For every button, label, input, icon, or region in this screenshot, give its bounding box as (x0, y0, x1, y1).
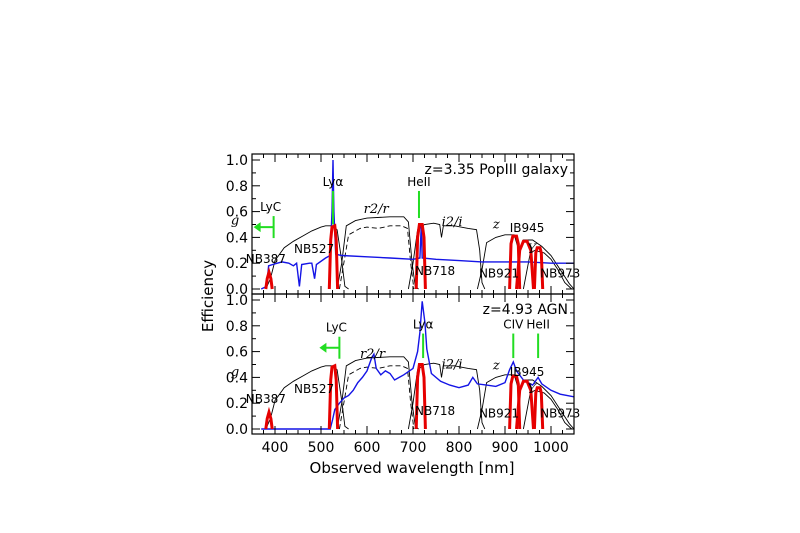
panel-title: z=4.93 AGN (483, 302, 568, 318)
filter-curve-r (336, 216, 419, 290)
y-tick-label: 1.0 (226, 153, 248, 169)
annotation-nb973: NB973 (540, 406, 580, 420)
plot-area (261, 301, 574, 430)
x-tick-label: 800 (446, 440, 473, 456)
line-label-0: Lyα (323, 175, 344, 189)
y-tick-label: 0.2 (226, 396, 248, 412)
line-label-1: HeII (526, 318, 549, 332)
x-tick-label: 500 (308, 440, 335, 456)
annotation-nb527: NB527 (294, 382, 334, 396)
x-tick-label: 700 (400, 440, 427, 456)
line-label-2: Lyα (413, 318, 434, 332)
y-tick-label: 0.4 (226, 370, 248, 386)
narrowband-curve-nb718 (414, 363, 427, 430)
filter-curve-g (265, 365, 349, 430)
line-label-1: HeII (407, 175, 430, 189)
panel-title: z=3.35 PopIII galaxy (425, 162, 568, 178)
narrowband-curve-ib945 (515, 379, 535, 430)
filter-curve-r (336, 356, 419, 430)
annotation-nb718: NB718 (415, 264, 455, 278)
y-axis-label: Efficiency (199, 260, 217, 332)
x-tick-label: 400 (262, 440, 289, 456)
narrowband-curve-nb718 (414, 223, 427, 290)
annotation-g: g (231, 214, 239, 229)
annotation-nb921: NB921 (479, 406, 519, 420)
lyc-arrow-head (253, 222, 261, 233)
annotation-r2r: r2/r (364, 202, 390, 217)
y-tick-label: 0.8 (226, 179, 248, 195)
lyc-label: LyC (260, 200, 281, 214)
narrowband-curve-nb973 (532, 386, 545, 430)
spectrum-line (261, 301, 574, 430)
filter-curve-z (476, 374, 574, 430)
y-tick-label: 0.0 (226, 422, 248, 438)
y-tick-label: 0.4 (226, 230, 248, 246)
lyc-label: LyC (326, 321, 347, 335)
y-tick-label: 0.0 (226, 282, 248, 298)
narrowband-curve-nb973 (532, 246, 545, 290)
x-tick-label: 900 (492, 440, 519, 456)
y-tick-label: 0.2 (226, 256, 248, 272)
annotation-z: z (492, 359, 500, 374)
narrowband-curve-ib945 (515, 239, 535, 290)
annotation-nb921: NB921 (479, 266, 519, 280)
narrowband-curve-nb527 (327, 363, 340, 430)
annotation-nb718: NB718 (415, 404, 455, 418)
narrowband-curve-nb387 (264, 406, 274, 430)
x-axis-label: Observed wavelength [nm] (310, 459, 515, 477)
x-tick-label: 600 (354, 440, 381, 456)
y-tick-label: 1.0 (226, 293, 248, 309)
annotation-ib945: IB945 (510, 365, 545, 379)
filter-curve-i (407, 362, 486, 430)
narrowband-curve-nb387 (264, 266, 274, 290)
narrowband-curve-nb527 (327, 223, 340, 290)
annotation-i2i: i2/i (442, 357, 463, 372)
x-tick-label: 1000 (533, 440, 569, 456)
annotation-y: Y (527, 382, 537, 397)
annotation-i2i: i2/i (442, 215, 463, 230)
annotation-nb527: NB527 (294, 242, 334, 256)
lyc-arrow-head (319, 342, 327, 353)
filter-curve-r2 (338, 225, 415, 290)
y-tick-label: 0.6 (226, 205, 248, 221)
annotation-y: Y (527, 242, 537, 257)
filter-curve-r2 (338, 365, 415, 430)
line-label-0: CIV (503, 318, 524, 332)
annotation-g: g (231, 365, 239, 380)
y-tick-label: 0.8 (226, 319, 248, 335)
annotation-nb973: NB973 (540, 266, 580, 280)
y-tick-label: 0.6 (226, 345, 248, 361)
annotation-ib945: IB945 (510, 221, 545, 235)
annotation-r2r: r2/r (360, 347, 386, 362)
annotation-z: z (492, 217, 500, 232)
